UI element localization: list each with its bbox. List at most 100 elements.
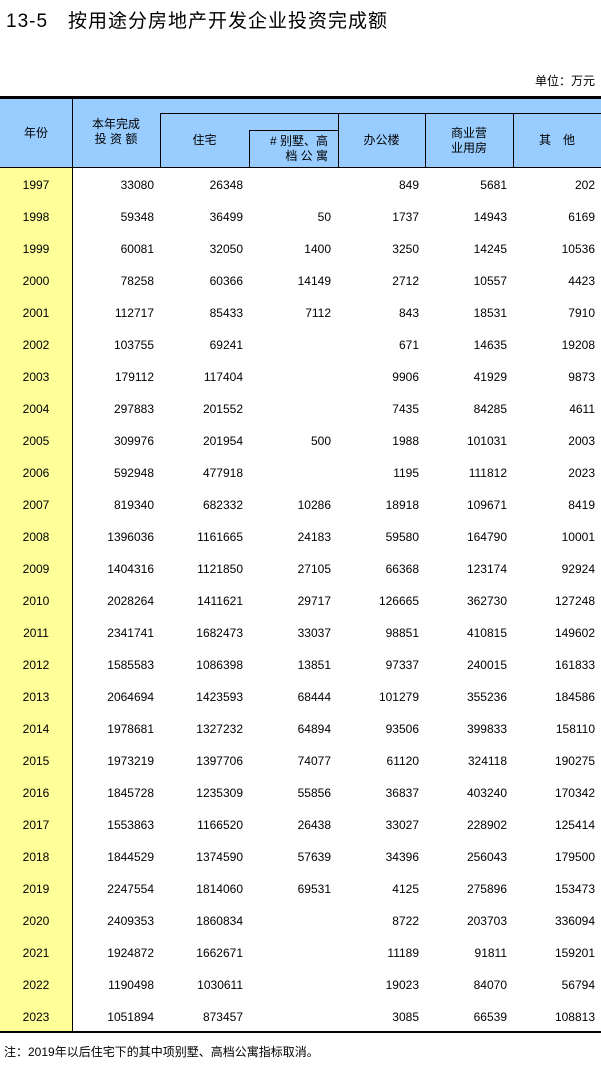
cell-year: 2020: [22, 914, 50, 928]
cell-commercial: 355236: [466, 690, 507, 704]
cell-other: 10001: [561, 530, 595, 544]
cell-commercial: 84285: [473, 402, 507, 416]
table-row: 2019 2247554 1814060 69531 4125 275896 153473: [0, 872, 601, 904]
cell-office: 7435: [392, 402, 419, 416]
cell-residential: 201552: [202, 402, 243, 416]
cell-villa: 27105: [297, 562, 331, 576]
header-villa: # 别墅、高 档 公 寓: [249, 130, 338, 168]
divider: [425, 113, 426, 168]
cell-other: 56794: [561, 978, 595, 992]
cell-commercial: 101031: [466, 434, 507, 448]
cell-villa: 74077: [297, 754, 331, 768]
cell-total: 592948: [113, 466, 154, 480]
cell-office: 11189: [387, 946, 419, 960]
table-row: 2003 179112 117404 9906 41929 9873: [0, 360, 601, 392]
cell-residential: 477918: [202, 466, 243, 480]
cell-office: 9906: [392, 370, 419, 384]
cell-total: 1190498: [108, 978, 154, 992]
cell-total: 1585583: [107, 658, 154, 672]
cell-residential: 1327232: [196, 722, 243, 736]
cell-commercial: 14245: [473, 242, 507, 256]
cell-other: 153473: [554, 882, 595, 896]
cell-villa: 64894: [297, 722, 331, 736]
cell-commercial: 203703: [466, 914, 507, 928]
table-row: 2012 1585583 1086398 13851 97337 240015 161833: [0, 648, 601, 680]
cell-residential: 1397706: [196, 754, 243, 768]
cell-office: 2712: [392, 274, 419, 288]
cell-total: 1973219: [107, 754, 154, 768]
header-office: 办公楼: [363, 133, 400, 147]
cell-villa: 24183: [297, 530, 331, 544]
cell-year: 2022: [22, 978, 50, 992]
cell-office: 3085: [392, 1010, 419, 1024]
cell-villa: 13851: [297, 658, 331, 672]
table-row: 2007 819340 682332 10286 18918 109671 8419: [0, 488, 601, 520]
cell-residential: 1161665: [197, 530, 243, 544]
cell-commercial: 362730: [466, 594, 507, 608]
table-row: 2005 309976 201954 500 1988 101031 2003: [0, 424, 601, 456]
cell-residential: 1411621: [197, 594, 243, 608]
cell-commercial: 228902: [466, 818, 507, 832]
cell-villa: 29717: [297, 594, 331, 608]
divider: [160, 113, 601, 114]
cell-total: 1978681: [107, 722, 154, 736]
cell-total: 2247554: [107, 882, 154, 896]
year-column-border: [72, 168, 73, 1032]
cell-office: 843: [398, 306, 419, 320]
table-row: 2000 78258 60366 14149 2712 10557 4423: [0, 264, 601, 296]
table-row: 2004 297883 201552 7435 84285 4611: [0, 392, 601, 424]
cell-commercial: 66539: [473, 1010, 507, 1024]
cell-total: 59348: [120, 210, 154, 224]
cell-office: 66368: [385, 562, 419, 576]
table-row: 1997 33080 26348 849 5681 202: [0, 168, 601, 200]
table-header: 年份 本年完成 投 资 额 住宅 # 别墅、高 档 公 寓 办公楼 商业营 业用…: [0, 96, 601, 168]
cell-villa: 7112: [305, 306, 331, 320]
table-row: 2011 2341741 1682473 33037 98851 410815 149602: [0, 616, 601, 648]
cell-villa: 500: [310, 434, 331, 448]
table-bottom-border: [0, 1031, 601, 1033]
cell-year: 2000: [22, 274, 50, 288]
table-row: 2013 2064694 1423593 68444 101279 355236 18458…: [0, 680, 601, 712]
divider: [72, 99, 73, 168]
cell-residential: 1423593: [196, 690, 243, 704]
cell-commercial: 111812: [468, 466, 507, 480]
divider: [249, 130, 338, 131]
table-row: 2023 1051894 873457 3085 66539 108813: [0, 1000, 601, 1032]
cell-office: 1737: [392, 210, 419, 224]
cell-year: 2013: [22, 690, 50, 704]
cell-office: 97337: [385, 658, 419, 672]
cell-commercial: 410815: [466, 626, 507, 640]
cell-residential: 1662671: [196, 946, 243, 960]
cell-residential: 1086398: [196, 658, 243, 672]
cell-commercial: 403240: [466, 786, 507, 800]
cell-other: 9873: [568, 370, 595, 384]
cell-office: 61120: [386, 754, 419, 768]
cell-villa: 14149: [297, 274, 331, 288]
cell-villa: 1400: [304, 242, 331, 256]
cell-villa: 68444: [297, 690, 331, 704]
cell-other: 108813: [554, 1010, 595, 1024]
cell-total: 1396036: [107, 530, 154, 544]
cell-other: 125414: [554, 818, 595, 832]
table-row: 2018 1844529 1374590 57639 34396 256043 179500: [0, 840, 601, 872]
cell-villa: 55856: [297, 786, 331, 800]
cell-office: 8722: [392, 914, 419, 928]
cell-year: 2016: [22, 786, 50, 800]
cell-total: 33080: [120, 178, 154, 192]
cell-year: 2021: [22, 946, 50, 960]
cell-other: 158110: [555, 722, 595, 736]
cell-other: 190275: [554, 754, 595, 768]
cell-office: 19023: [385, 978, 419, 992]
cell-total: 2028264: [107, 594, 154, 608]
cell-total: 1844529: [107, 850, 154, 864]
cell-other: 2023: [568, 466, 595, 480]
year-column-bg: [0, 168, 72, 1032]
cell-commercial: 164790: [466, 530, 507, 544]
table-row: 2021 1924872 1662671 11189 91811 159201: [0, 936, 601, 968]
cell-total: 2341741: [107, 626, 154, 640]
cell-office: 1988: [392, 434, 419, 448]
cell-total: 1553863: [107, 818, 154, 832]
cell-commercial: 10557: [473, 274, 507, 288]
cell-other: 202: [574, 178, 595, 192]
cell-year: 2011: [23, 626, 49, 640]
